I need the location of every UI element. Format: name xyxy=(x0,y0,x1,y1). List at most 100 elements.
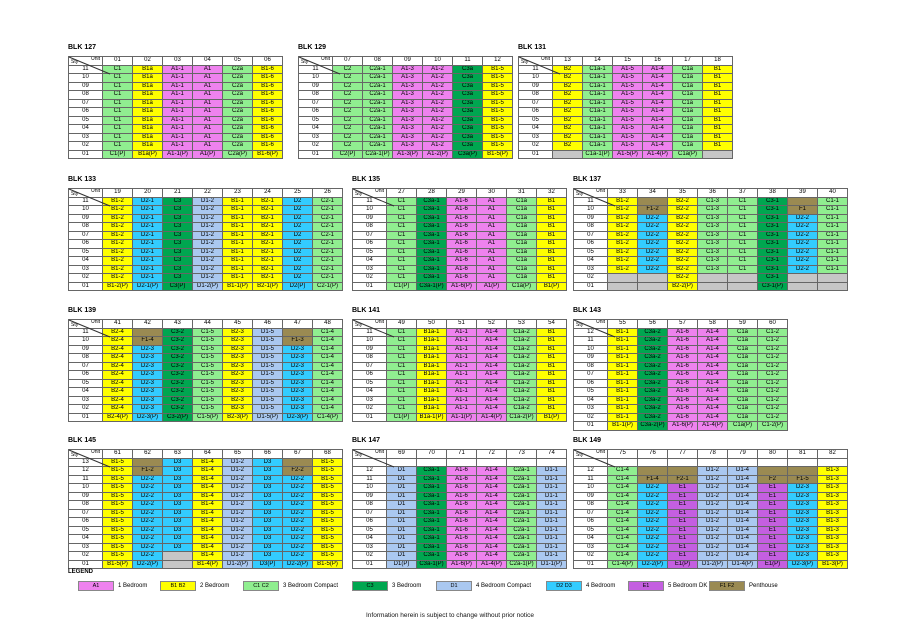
unit-cell: D1-4 xyxy=(727,525,758,535)
unit-cell: C2a-1 xyxy=(362,141,393,151)
unit-cell: A1-6 xyxy=(446,264,477,274)
unit-cell: B1-1 xyxy=(607,327,638,337)
unit-cell: E1 xyxy=(757,534,788,544)
storey-number: 03 xyxy=(68,542,103,552)
unit-number: 68 xyxy=(312,449,343,459)
unit-cell: C1a xyxy=(506,247,537,257)
unit-cell: B1-1 xyxy=(607,336,638,346)
unit-cell: A1-1 xyxy=(446,370,477,380)
legend: LEGEND A1 1 Bedroom B1 B2 2 Bedroom C1 C2 3 B… xyxy=(0,569,900,599)
unit-cell: A1-3 xyxy=(392,115,423,125)
unit-cell: C1a-2(P) xyxy=(506,412,537,422)
unit-cell xyxy=(787,466,818,476)
unit-cell: B1-2 xyxy=(607,230,638,240)
unit-cell: D1-2 xyxy=(192,273,223,283)
unit-cell: C2-1 xyxy=(312,239,343,249)
unit-cell: D1-2 xyxy=(222,474,253,484)
unit-cell: B2-3 xyxy=(222,370,253,380)
unit-cell: A1 xyxy=(192,73,223,83)
unit-cell: B1-6 xyxy=(252,73,283,83)
block-blk-133: BLK 133 Unit Sty 19 20 21 22 23 24 25 26 11 B1-2 D2-1… xyxy=(68,176,343,291)
unit-number: 49 xyxy=(386,319,417,329)
unit-cell: D3 xyxy=(252,551,283,561)
unit-cell: B1-5 xyxy=(102,551,133,561)
unit-cell: B1a-1 xyxy=(416,395,447,405)
unit-cell: C3a-2 xyxy=(637,387,668,397)
unit-cell: E1 xyxy=(667,517,698,527)
legend-item: B1 B2 2 Bedroom xyxy=(160,577,229,595)
unit-cell: B2-4 xyxy=(102,387,133,397)
unit-cell: C1-4 xyxy=(607,491,638,501)
unit-cell: A1-5 xyxy=(612,141,643,151)
corner-unit-label: Unit xyxy=(375,449,384,455)
unit-cell: B2-2 xyxy=(667,256,698,266)
unit-cell: D1-4 xyxy=(727,474,758,484)
storey-number: 12 xyxy=(352,466,387,476)
unit-cell: C1-4 xyxy=(607,542,638,552)
unit-cell: D1-2 xyxy=(192,222,223,232)
unit-cell: A1-4 xyxy=(642,98,673,108)
unit-cell: C1-5 xyxy=(192,404,223,414)
corner-storey-label: Sty xyxy=(301,58,309,65)
unit-cell: A1-4 xyxy=(642,124,673,134)
unit-cell: C1a xyxy=(727,395,758,405)
unit-cell: D1-4 xyxy=(727,483,758,493)
unit-cell: C1 xyxy=(102,98,133,108)
unit-cell: C2-1 xyxy=(312,256,343,266)
unit-cell: A1-2(P) xyxy=(422,149,453,159)
corner-cell: Unit Sty xyxy=(573,188,608,198)
legend-label: 1 Bedroom xyxy=(118,582,148,589)
unit-cell xyxy=(757,466,788,476)
unit-cell: C1-5 xyxy=(192,361,223,371)
unit-cell: B1a-1(P) xyxy=(416,412,447,422)
unit-cell: B1 xyxy=(536,247,567,257)
unit-cell: D1 xyxy=(386,517,417,527)
unit-cell: D3 xyxy=(162,500,193,510)
unit-cell: C1-4 xyxy=(312,387,343,397)
corner-cell: Unit Sty xyxy=(573,449,608,459)
unit-cell: B2-4 xyxy=(102,370,133,380)
unit-cell: C3-2 xyxy=(162,361,193,371)
unit-cell: B2-1 xyxy=(252,239,283,249)
unit-cell: A1-4 xyxy=(697,412,728,422)
unit-cell: C3a-1 xyxy=(416,196,447,206)
unit-cell: C1-5 xyxy=(192,344,223,354)
unit-cell: C3a xyxy=(452,64,483,74)
unit-cell: A1-6 xyxy=(446,534,477,544)
unit-cell: B2-1 xyxy=(252,264,283,274)
unit-cell: B1 xyxy=(702,115,733,125)
unit-cell: C3-1 xyxy=(757,264,788,274)
unit-cell: A1 xyxy=(192,124,223,134)
unit-cell: A1-1 xyxy=(162,132,193,142)
unit-cell: E1 xyxy=(667,491,698,501)
legend-title: LEGEND xyxy=(68,569,94,575)
unit-cell: D1-4 xyxy=(727,542,758,552)
storey-number: 04 xyxy=(518,124,553,134)
storey-number: 07 xyxy=(298,98,333,108)
unit-number: 82 xyxy=(817,449,848,459)
unit-cell: C3-2 xyxy=(162,387,193,397)
unit-cell: D1-4 xyxy=(727,551,758,561)
unit-cell: C1a xyxy=(506,196,537,206)
unit-cell: A1-4 xyxy=(476,370,507,380)
unit-cell: B1 xyxy=(702,81,733,91)
unit-cell: B1 xyxy=(536,387,567,397)
unit-cell: B1-1(P) xyxy=(607,421,638,431)
unit-cell: B1-5 xyxy=(312,483,343,493)
unit-cell: B2-2 xyxy=(667,196,698,206)
unit-cell: B1-5 xyxy=(482,73,513,83)
unit-cell: D1-5 xyxy=(252,344,283,354)
storey-number: 09 xyxy=(573,353,608,363)
storey-number: 10 xyxy=(573,205,608,215)
unit-cell: C3-2 xyxy=(162,404,193,414)
unit-cell: A1-1(P) xyxy=(162,149,193,159)
unit-cell: A1-4 xyxy=(476,336,507,346)
storey-number: 12 xyxy=(68,466,103,476)
unit-number: 18 xyxy=(702,56,733,66)
unit-cell: B1-2 xyxy=(607,239,638,249)
block-title: BLK 135 xyxy=(352,176,381,183)
unit-cell: B1-6 xyxy=(252,141,283,151)
unit-number: 63 xyxy=(162,449,193,459)
unit-cell: A1-4 xyxy=(642,73,673,83)
unit-cell: B2-1 xyxy=(252,213,283,223)
